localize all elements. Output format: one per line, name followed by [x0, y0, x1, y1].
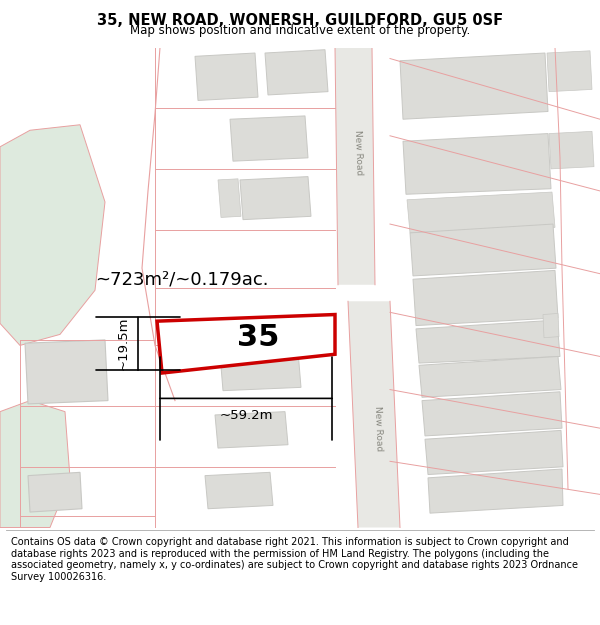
Text: ~19.5m: ~19.5m [117, 316, 130, 370]
Polygon shape [549, 131, 594, 169]
Polygon shape [218, 179, 241, 217]
Polygon shape [403, 134, 551, 194]
Polygon shape [28, 472, 82, 512]
Text: 35: 35 [237, 323, 279, 352]
Polygon shape [543, 313, 559, 338]
Polygon shape [0, 401, 70, 528]
Polygon shape [195, 53, 258, 101]
Polygon shape [230, 116, 308, 161]
Polygon shape [240, 177, 311, 219]
Polygon shape [428, 469, 563, 513]
Polygon shape [335, 48, 375, 285]
Text: ~59.2m: ~59.2m [219, 409, 273, 422]
Polygon shape [407, 192, 555, 233]
Polygon shape [425, 431, 563, 474]
Polygon shape [400, 53, 548, 119]
Polygon shape [422, 392, 562, 436]
Text: ~723m²/~0.179ac.: ~723m²/~0.179ac. [95, 270, 269, 288]
Text: Map shows position and indicative extent of the property.: Map shows position and indicative extent… [130, 24, 470, 37]
Polygon shape [547, 51, 592, 92]
Polygon shape [0, 125, 105, 346]
Text: 35, NEW ROAD, WONERSH, GUILDFORD, GU5 0SF: 35, NEW ROAD, WONERSH, GUILDFORD, GU5 0S… [97, 13, 503, 28]
Polygon shape [220, 351, 301, 391]
Polygon shape [157, 314, 335, 373]
Polygon shape [25, 340, 108, 404]
Text: Contains OS data © Crown copyright and database right 2021. This information is : Contains OS data © Crown copyright and d… [11, 538, 578, 582]
Text: New Road: New Road [373, 406, 383, 451]
Polygon shape [215, 412, 288, 448]
Polygon shape [348, 301, 400, 528]
Polygon shape [416, 320, 560, 363]
Polygon shape [410, 224, 556, 276]
Text: New Road: New Road [353, 129, 363, 175]
Polygon shape [413, 271, 558, 326]
Polygon shape [419, 356, 561, 398]
Polygon shape [205, 472, 273, 509]
Polygon shape [265, 50, 328, 95]
